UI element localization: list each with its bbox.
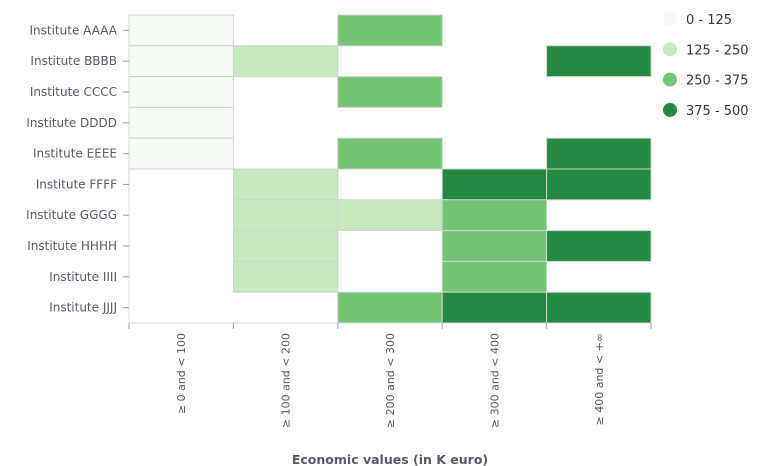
legend-label: 375 - 500 [686,104,749,119]
y-tick-label: Institute AAAA [30,23,118,37]
y-tick-label: Institute JJJJ [49,301,117,315]
heatmap-cell [232,45,339,78]
heatmap-cell [546,137,652,170]
y-tick-label: Institute GGGG [26,208,117,222]
heatmap-cells [128,14,652,324]
y-tick-label: Institute EEEE [33,147,117,161]
heatmap-cell [128,106,234,139]
heatmap-cell [232,199,339,232]
heatmap-cell [337,137,443,170]
heatmap-cell [546,230,652,262]
heatmap-cell [441,168,548,201]
x-tick-label: ≥ 200 and < 300 [384,333,397,428]
y-axis-labels: Institute AAAA Institute BBBB Institute CC… [26,23,118,314]
legend-label: 0 - 125 [686,13,732,28]
y-tick-label: Institute CCCC [30,85,117,99]
heatmap-cell [232,168,339,201]
heatmap-cell [441,199,548,232]
heatmap-cell [232,230,339,262]
y-tick-label: Institute BBBB [30,54,117,68]
legend-label: 250 - 375 [686,74,749,89]
y-tick-label: Institute FFFF [36,177,117,191]
x-tick-label: ≥ 300 and < 400 [488,333,501,428]
y-tick-label: Institute HHHH [27,239,117,253]
heatmap-cell [337,199,443,232]
heatmap-cell [546,45,652,78]
heatmap-cell [232,260,339,293]
heatmap-cell [128,14,234,47]
heatmap-cell [128,76,234,108]
chart-axes [123,15,652,329]
legend-swatch [663,42,677,57]
legend-swatch [663,12,677,26]
heatmap-cell [337,76,443,108]
heatmap-cell [337,291,443,324]
heatmap-cell [546,291,652,324]
y-tick-label: Institute IIII [49,270,117,284]
heatmap-cell [441,260,548,293]
heatmap-cell [441,230,548,262]
x-axis-title: Economic values (in K euro) [292,452,488,466]
legend-swatch [663,102,677,117]
legend-swatch [663,72,677,87]
legend-label: 125 - 250 [686,43,749,58]
heatmap-cell [337,14,443,47]
x-tick-label: ≥ 100 and < 200 [280,333,293,428]
heatmap-cell [441,291,548,324]
heatmap-cell [128,137,234,170]
x-axis-labels: ≥ 0 and < 100 ≥ 100 and < 200 ≥ 200 and < … [175,333,606,428]
heatmap-cell [128,45,234,78]
heatmap-cell [546,168,652,201]
legend: 0 - 125 125 - 250 250 - 375 375 - 500 [663,12,749,119]
x-tick-label: ≥ 400 and < +∞ [593,333,606,426]
x-tick-label: ≥ 0 and < 100 [175,333,188,414]
y-tick-label: Institute DDDD [26,116,117,130]
